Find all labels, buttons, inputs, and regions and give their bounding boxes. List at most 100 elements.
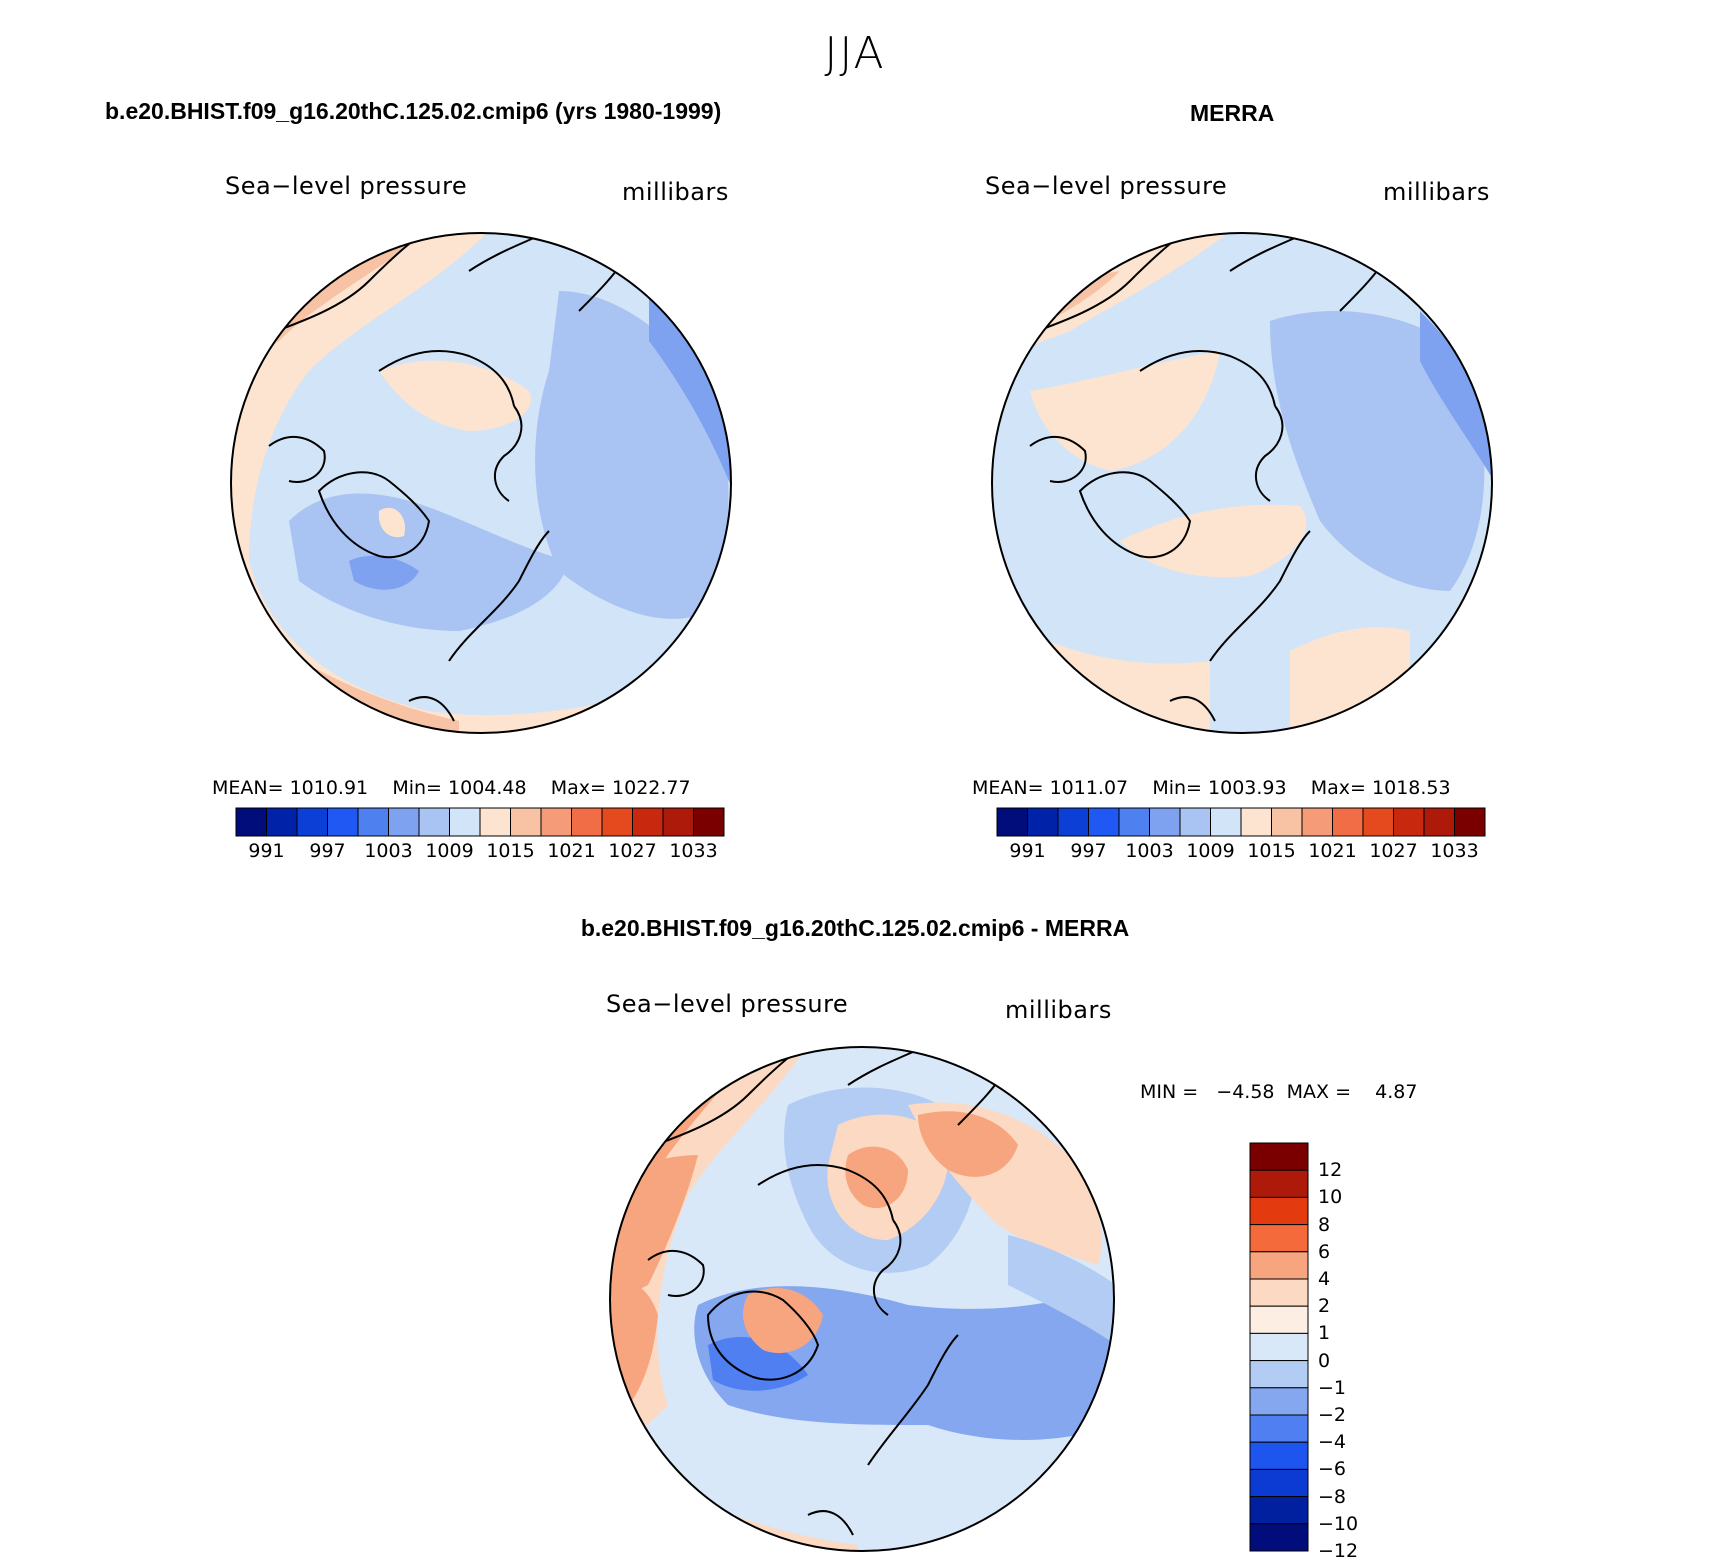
colorbar-swatch bbox=[388, 807, 420, 837]
colorbar-swatch bbox=[266, 807, 298, 837]
colorbar-tick-label: 991 bbox=[248, 840, 285, 862]
colorbar-tick-label: 1033 bbox=[669, 840, 718, 862]
colorbar-tick-label: −8 bbox=[1318, 1485, 1347, 1508]
colorbar-tick-label: −1 bbox=[1318, 1376, 1347, 1399]
colorbar-tick-label: −2 bbox=[1318, 1404, 1347, 1426]
colorbar-swatch bbox=[632, 807, 664, 837]
colorbar-tick-label: 1033 bbox=[1430, 840, 1479, 862]
panel-merra-variable-label: Sea−level pressure bbox=[985, 172, 1228, 200]
diff-stats: MIN = −4.58 MAX = 4.87 bbox=[1140, 1081, 1418, 1103]
colorbar-tick-label: 1009 bbox=[425, 840, 474, 862]
colorbar-tick-label: 997 bbox=[309, 840, 346, 862]
colorbar-swatch bbox=[449, 807, 481, 837]
colorbar-swatch bbox=[1249, 1169, 1309, 1198]
colorbar-tick-label: −10 bbox=[1318, 1512, 1359, 1535]
panel-merra-units-label: millibars bbox=[1383, 178, 1490, 206]
colorbar-tick-label: 1021 bbox=[1308, 840, 1357, 862]
colorbar-tick-label: 1015 bbox=[486, 840, 535, 862]
panel-model-title: b.e20.BHIST.f09_g16.20thC.125.02.cmip6 (… bbox=[105, 98, 722, 124]
colorbar-difference bbox=[1249, 1142, 1309, 1552]
map-merra bbox=[991, 232, 1493, 734]
colorbar-tick-label: 2 bbox=[1318, 1295, 1331, 1318]
stat-mean: 1010.91 bbox=[289, 777, 369, 799]
colorbar-swatch bbox=[1362, 807, 1394, 837]
colorbar-swatch bbox=[479, 807, 511, 837]
colorbar-tick-label: 997 bbox=[1070, 840, 1107, 862]
colorbar-swatch bbox=[693, 807, 725, 837]
colorbar-swatch bbox=[327, 807, 359, 837]
colorbar-swatch bbox=[1240, 807, 1272, 837]
panel-model-units-label: millibars bbox=[622, 178, 729, 206]
colorbar-swatch bbox=[571, 807, 603, 837]
colorbar-tick-label: 1003 bbox=[1125, 840, 1174, 862]
panel-model-variable-label: Sea−level pressure bbox=[225, 172, 468, 200]
colorbar-tick-label: 1003 bbox=[364, 840, 413, 862]
colorbar-swatch bbox=[1332, 807, 1364, 837]
map-model bbox=[230, 232, 732, 734]
colorbar-tick-label: 12 bbox=[1318, 1159, 1343, 1182]
colorbar-tick-label: −12 bbox=[1318, 1540, 1359, 1562]
colorbar-swatch bbox=[1249, 1468, 1309, 1498]
colorbar-swatch bbox=[1249, 1332, 1309, 1362]
colorbar-swatch bbox=[1249, 1278, 1309, 1307]
colorbar-swatch bbox=[1249, 1387, 1309, 1416]
colorbar-swatch bbox=[1423, 807, 1455, 837]
colorbar-swatch bbox=[1210, 807, 1242, 837]
diff-title: b.e20.BHIST.f09_g16.20thC.125.02.cmip6 -… bbox=[580, 915, 1130, 941]
panel-model-stats: MEAN= 1010.91 Min= 1004.48 Max= 1022.77 bbox=[212, 777, 691, 799]
stat-min: 1004.48 bbox=[448, 777, 527, 799]
colorbar-swatch bbox=[1088, 807, 1120, 837]
colorbar-swatch bbox=[1271, 807, 1303, 837]
colorbar-tick-label: 1 bbox=[1318, 1322, 1331, 1345]
colorbar-swatch bbox=[1249, 1496, 1309, 1525]
colorbar-swatch bbox=[235, 807, 267, 837]
colorbar-swatch bbox=[510, 807, 542, 837]
colorbar-tick-label: 1027 bbox=[608, 840, 657, 862]
colorbar-tick-label: 1015 bbox=[1247, 840, 1296, 862]
panel-merra-stats: MEAN= 1011.07 Min= 1003.93 Max= 1018.53 bbox=[972, 777, 1451, 799]
diff-variable-label: Sea−level pressure bbox=[606, 990, 849, 1018]
colorbar-swatch bbox=[1149, 807, 1181, 837]
colorbar-tick-label: 4 bbox=[1318, 1268, 1331, 1290]
colorbar-swatch bbox=[601, 807, 633, 837]
stat-max: 4.87 bbox=[1375, 1081, 1418, 1103]
colorbar-tick-label: 6 bbox=[1318, 1240, 1331, 1263]
colorbar-tick-label: 10 bbox=[1318, 1186, 1343, 1209]
colorbar-swatch bbox=[1057, 807, 1089, 837]
colorbar-tick-label: 8 bbox=[1318, 1213, 1331, 1236]
colorbar-swatch bbox=[540, 807, 572, 837]
colorbar-swatch bbox=[1249, 1441, 1309, 1470]
colorbar-merra-ticks: 991 997 1003 1009 1015 1021 1027 1033 bbox=[997, 840, 1485, 866]
colorbar-merra bbox=[996, 807, 1486, 837]
diff-units-label: millibars bbox=[1005, 996, 1112, 1024]
colorbar-swatch bbox=[357, 807, 389, 837]
colorbar-swatch bbox=[1249, 1523, 1309, 1552]
colorbar-swatch bbox=[1027, 807, 1059, 837]
colorbar-swatch bbox=[1249, 1305, 1309, 1334]
colorbar-tick-label: −6 bbox=[1318, 1458, 1347, 1481]
colorbar-swatch bbox=[1249, 1196, 1309, 1226]
colorbar-tick-label: 1027 bbox=[1369, 840, 1418, 862]
colorbar-swatch bbox=[296, 807, 328, 837]
colorbar-swatch bbox=[1249, 1251, 1309, 1280]
colorbar-swatch bbox=[1393, 807, 1425, 837]
map-difference bbox=[609, 1046, 1115, 1552]
colorbar-tick-label: 0 bbox=[1318, 1349, 1331, 1372]
colorbar-swatch bbox=[1249, 1142, 1309, 1171]
colorbar-tick-label: 1009 bbox=[1186, 840, 1235, 862]
stat-min: 1003.93 bbox=[1208, 777, 1287, 799]
colorbar-tick-label: 991 bbox=[1009, 840, 1046, 862]
colorbar-swatch bbox=[1301, 807, 1333, 837]
colorbar-model bbox=[235, 807, 725, 837]
colorbar-difference-ticks: 12 10 8 6 4 2 1 0 −1 −2 −4 −6 −8 −10 −12 bbox=[1318, 1143, 1398, 1562]
stat-min: −4.58 bbox=[1216, 1081, 1275, 1103]
colorbar-swatch bbox=[1249, 1414, 1309, 1443]
colorbar-swatch bbox=[662, 807, 694, 837]
colorbar-tick-label: 1021 bbox=[547, 840, 596, 862]
colorbar-swatch bbox=[1179, 807, 1211, 837]
colorbar-swatch bbox=[1118, 807, 1150, 837]
page-title: JJA bbox=[824, 28, 886, 79]
colorbar-swatch bbox=[418, 807, 450, 837]
panel-merra-title: MERRA bbox=[1190, 100, 1275, 126]
colorbar-model-ticks: 991 997 1003 1009 1015 1021 1027 1033 bbox=[236, 840, 724, 866]
